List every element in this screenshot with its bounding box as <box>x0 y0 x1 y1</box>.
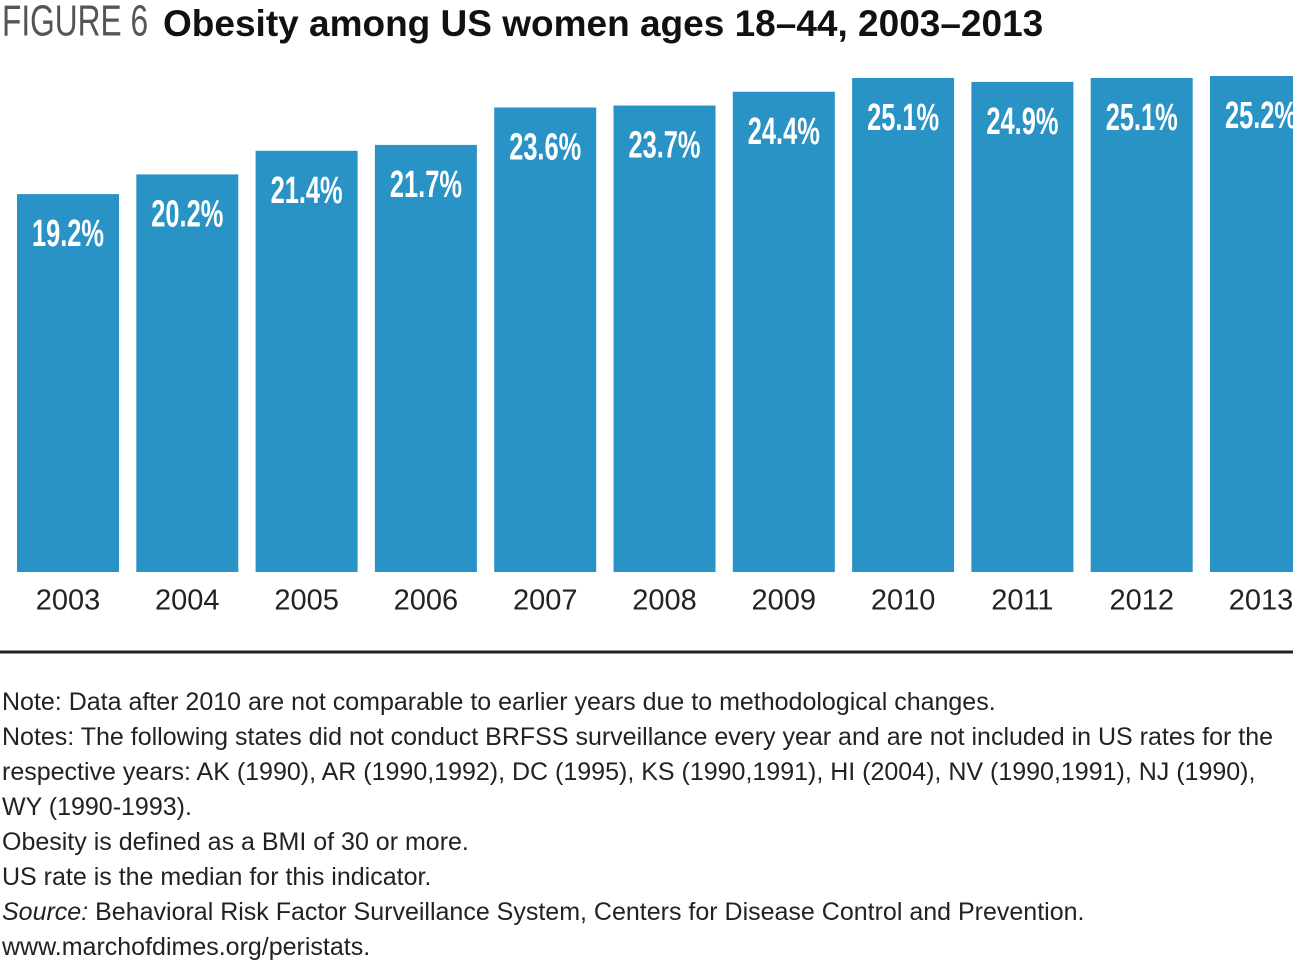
x-tick-label: 2009 <box>752 585 817 617</box>
bar <box>1090 77 1193 572</box>
bar <box>494 107 597 572</box>
x-tick-label: 2010 <box>871 585 936 617</box>
source-line: Source: Behavioral Risk Factor Surveilla… <box>2 895 1290 930</box>
value-label: 24.9% <box>986 101 1058 143</box>
value-label: 25.2% <box>1225 95 1293 137</box>
bar <box>732 91 835 572</box>
value-label: 25.1% <box>867 97 939 139</box>
figure-label: FIGURE 6 <box>2 0 148 46</box>
x-tick-label: 2003 <box>36 585 101 617</box>
url: www.marchofdimes.org/peristats. <box>2 933 371 961</box>
note: US rate is the median for this indicator… <box>2 863 432 891</box>
value-label: 20.2% <box>151 193 223 235</box>
bar <box>136 174 239 572</box>
bar <box>374 144 477 572</box>
notes: Note: Data after 2010 are not comparable… <box>2 685 1290 965</box>
value-label: 23.7% <box>629 125 701 167</box>
x-tick-label: 2005 <box>274 585 339 617</box>
value-label: 24.4% <box>748 111 820 153</box>
bar <box>17 194 119 572</box>
value-label: 19.2% <box>32 213 104 255</box>
x-tick-label: 2007 <box>513 585 578 617</box>
x-tick-label: 2012 <box>1109 585 1174 617</box>
note: Obesity is defined as a BMI of 30 or mor… <box>2 828 469 856</box>
value-label: 21.4% <box>271 170 343 212</box>
value-label: 23.6% <box>509 127 581 169</box>
bar <box>255 150 358 573</box>
source: Behavioral Risk Factor Surveillance Syst… <box>95 898 1085 926</box>
note: Note: Data after 2010 are not comparable… <box>2 688 996 716</box>
bar <box>852 77 955 572</box>
chart-title: Obesity among US women ages 18–44, 2003–… <box>163 3 1043 44</box>
bar <box>1210 76 1293 572</box>
x-tick-label: 2004 <box>155 585 220 617</box>
x-tick-label: 2008 <box>632 585 697 617</box>
value-label: 25.1% <box>1106 97 1178 139</box>
note: Notes: The following states did not cond… <box>2 723 1274 821</box>
x-tick-label: 2013 <box>1229 585 1293 617</box>
bar <box>971 81 1074 573</box>
note-list: Note: Data after 2010 are not comparable… <box>2 685 1290 895</box>
x-tick-label: 2011 <box>991 585 1053 617</box>
chart: FIGURE 6 Obesity among US women ages 18–… <box>0 0 1293 654</box>
source-label: Source: <box>2 898 89 926</box>
bar <box>613 105 716 573</box>
x-tick-label: 2006 <box>394 585 459 617</box>
value-label: 21.7% <box>390 164 462 206</box>
